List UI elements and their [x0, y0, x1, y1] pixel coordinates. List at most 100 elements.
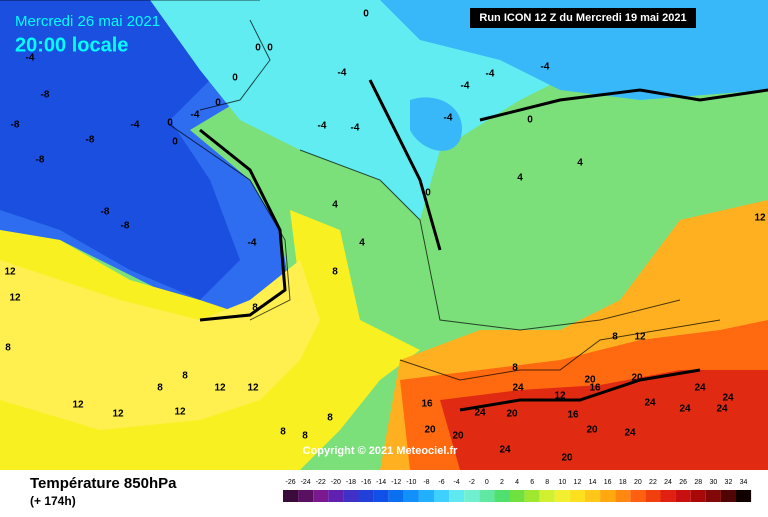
- legend-swatch: [600, 490, 616, 502]
- contour-label: 8: [182, 371, 188, 382]
- legend-tick-label: 22: [649, 479, 657, 486]
- legend-tick-label: 2: [500, 479, 504, 486]
- contour-label: 16: [567, 410, 579, 421]
- contour-label: 24: [716, 404, 728, 415]
- contour-label: 8: [5, 343, 11, 354]
- contour-label: 20: [424, 425, 436, 436]
- contour-label: -4: [461, 81, 470, 92]
- contour-label: 24: [694, 383, 706, 394]
- contour-label: 12: [72, 400, 84, 411]
- legend-tick-label: -6: [438, 479, 444, 486]
- contour-label: -4: [26, 53, 35, 64]
- contour-label: 24: [722, 393, 734, 404]
- legend-swatch: [479, 490, 495, 502]
- contour-label: 20: [631, 373, 643, 384]
- legend-tick-label: 14: [589, 479, 597, 486]
- contour-label: 4: [359, 238, 365, 249]
- legend-tick-label: 16: [604, 479, 612, 486]
- legend-swatch: [615, 490, 631, 502]
- legend-swatch: [388, 490, 404, 502]
- contour-label: 8: [157, 383, 163, 394]
- legend-tick-label: 26: [679, 479, 687, 486]
- run-info: Run ICON 12 Z du Mercredi 19 mai 2021: [479, 12, 686, 24]
- legend-tick-label: -22: [316, 479, 326, 486]
- legend-swatch: [645, 490, 661, 502]
- contour-label: 16: [421, 399, 433, 410]
- legend-swatch: [418, 490, 434, 502]
- contour-label: 20: [561, 453, 573, 464]
- legend-swatch: [585, 490, 601, 502]
- legend-tick-label: -2: [469, 479, 475, 486]
- map-time: 20:00 locale: [15, 34, 128, 56]
- contour-label: 12: [754, 213, 766, 224]
- legend-swatch: [539, 490, 555, 502]
- contour-label: -4: [351, 123, 360, 134]
- legend-tick-label: 20: [634, 479, 642, 486]
- contour-label: 8: [252, 303, 258, 314]
- legend-swatch: [736, 490, 752, 502]
- legend-swatch: [690, 490, 706, 502]
- contour-label: -8: [121, 221, 130, 232]
- contour-label: 0: [255, 43, 261, 54]
- legend-swatch: [298, 490, 314, 502]
- contour-label: -4: [338, 68, 347, 79]
- legend-swatch: [343, 490, 359, 502]
- legend-tick-label: -10: [406, 479, 416, 486]
- contour-label: 0: [232, 73, 238, 84]
- legend-swatch: [675, 490, 691, 502]
- footer-subtitle: (+ 174h): [30, 494, 76, 508]
- contour-label: -4: [248, 238, 257, 249]
- legend-tick-label: 30: [709, 479, 717, 486]
- legend-tick-label: 10: [558, 479, 566, 486]
- contour-label: 8: [512, 363, 518, 374]
- footer-title: Température 850hPa: [30, 475, 177, 492]
- contour-label: 4: [517, 173, 523, 184]
- contour-label: 0: [363, 9, 369, 20]
- legend-tick-label: 12: [574, 479, 582, 486]
- legend-tick-label: 32: [725, 479, 733, 486]
- contour-label: 12: [4, 267, 16, 278]
- legend-swatch: [494, 490, 510, 502]
- map-background: [0, 0, 768, 470]
- contour-label: 8: [302, 431, 308, 442]
- legend-swatch: [313, 490, 329, 502]
- legend-tick-label: -26: [285, 479, 295, 486]
- contour-label: 0: [172, 137, 178, 148]
- contour-label: 12: [112, 409, 124, 420]
- contour-label: 0: [425, 188, 431, 199]
- contour-label: 8: [280, 427, 286, 438]
- contour-label: 12: [9, 293, 21, 304]
- legend-tick-label: -14: [376, 479, 386, 486]
- legend-tick-label: -4: [454, 479, 460, 486]
- contour-label: 12: [634, 332, 646, 343]
- contour-label: 12: [247, 383, 259, 394]
- contour-label: 0: [527, 115, 533, 126]
- legend-tick-label: 6: [530, 479, 534, 486]
- legend-tick-label: 18: [619, 479, 627, 486]
- contour-label: 24: [679, 404, 691, 415]
- contour-label: -8: [86, 135, 95, 146]
- legend-tick-label: -12: [391, 479, 401, 486]
- contour-label: 16: [589, 383, 601, 394]
- run-box: [470, 8, 696, 28]
- contour-label: 24: [644, 398, 656, 409]
- legend-tick-label: -20: [331, 479, 341, 486]
- legend-tick-label: 24: [664, 479, 672, 486]
- legend-tick-label: -16: [361, 479, 371, 486]
- legend-swatch: [720, 490, 736, 502]
- color-legend: -26 -24 -22 -20 -18 -16 -14 -12 -10 -8 -6 -4 -2 0 2 4 6 8…: [283, 479, 752, 502]
- legend-tick-label: 34: [740, 479, 748, 486]
- map-date: Mercredi 26 mai 2021: [15, 13, 160, 30]
- legend-swatch: [464, 490, 480, 502]
- legend-swatch: [554, 490, 570, 502]
- legend-tick-label: 28: [694, 479, 702, 486]
- contour-label: -4: [541, 62, 550, 73]
- legend-tick-label: -18: [346, 479, 356, 486]
- contour-label: -4: [191, 110, 200, 121]
- contour-label: 24: [512, 383, 524, 394]
- legend-swatch: [358, 490, 374, 502]
- legend-tick-label: -8: [423, 479, 429, 486]
- contour-label: 20: [506, 409, 518, 420]
